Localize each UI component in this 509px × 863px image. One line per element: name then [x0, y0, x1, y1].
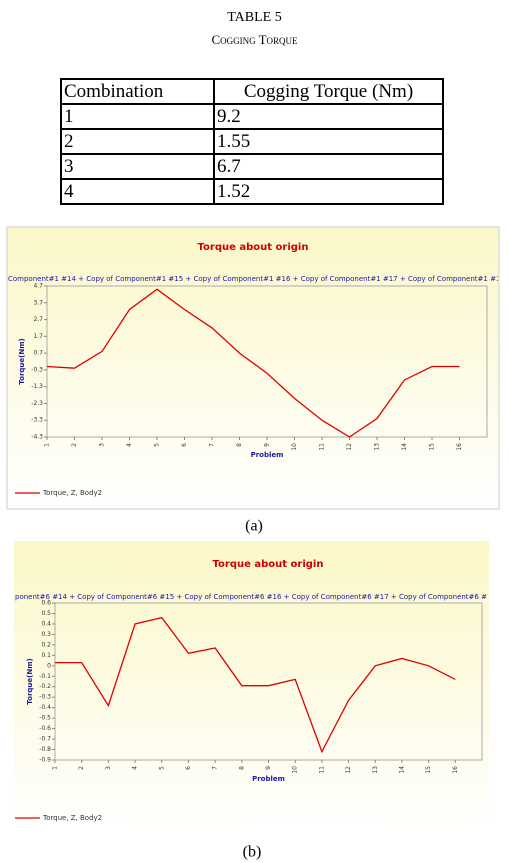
cell: 1.52 [213, 178, 444, 205]
table-row: 4 1.52 [60, 178, 444, 205]
x-tick-label: 12 [345, 766, 352, 774]
y-axis-label: Torque(Nm) [26, 658, 34, 704]
line-series [46, 288, 460, 438]
x-tick-label: 15 [425, 766, 432, 774]
x-tick-label: 12 [346, 443, 353, 451]
x-tick-label: 8 [238, 766, 245, 770]
table-header: Combination Cogging Torque (Nm) [60, 78, 444, 105]
header-cell: Cogging Torque (Nm) [213, 78, 444, 105]
y-tick-label: -4.3 [31, 434, 43, 441]
x-tick-label: 8 [236, 443, 243, 447]
x-tick-label: 6 [185, 766, 192, 770]
y-tick-label: -0.2 [39, 683, 51, 690]
chart-panel [14, 541, 489, 834]
chart-title: Torque about origin [213, 559, 324, 570]
x-tick-label: 14 [401, 443, 408, 451]
x-tick-label: 9 [264, 443, 271, 447]
x-tick-label: 1 [52, 766, 59, 770]
table-row: 3 6.7 [60, 153, 444, 180]
subtitle-group: Component#1 #14 + Copy of Component#1 #1… [8, 275, 509, 283]
x-tick-label: 16 [456, 443, 463, 451]
caption: (b) [243, 844, 262, 861]
y-axis-label: Torque(Nm) [18, 338, 26, 384]
y-tick-label: 0.2 [41, 641, 51, 648]
y-tick-label: -2.3 [31, 400, 43, 407]
x-tick-label: 9 [265, 766, 272, 770]
table: Combination Cogging Torque (Nm) 1 9.2 2 1.5… [60, 78, 444, 205]
chart-panel [6, 226, 500, 510]
y-tick-label: -0.4 [39, 704, 51, 711]
x-tick-label: 10 [292, 766, 299, 774]
y-tick-label: 0.6 [41, 600, 51, 607]
cell: 1 [60, 103, 215, 130]
x-axis-label: Problem [251, 451, 284, 459]
header-cell: Combination [60, 78, 215, 105]
chart-title: Torque about origin [198, 242, 309, 253]
chart-subtitle: ponent#6 #14 + Copy of Component#6 #15 +… [15, 593, 509, 601]
cell: 1.55 [213, 128, 444, 155]
x-tick-label: 3 [99, 443, 106, 447]
x-tick-label: 14 [398, 766, 405, 774]
x-tick-label: 11 [318, 766, 325, 774]
cell: 2 [60, 128, 215, 155]
subtitle-group: ponent#6 #14 + Copy of Component#6 #15 +… [15, 593, 509, 601]
x-tick-label: 4 [126, 443, 133, 447]
table-title: TABLE 5 [227, 10, 282, 25]
y-tick-label: 0.7 [33, 350, 43, 357]
table-subtitle: Cogging Torque [211, 32, 298, 47]
y-tick-label: -1.3 [31, 383, 43, 390]
y-tick-label: -0.3 [31, 366, 43, 373]
cell: 6.7 [213, 153, 444, 180]
x-tick-label: 15 [429, 443, 436, 451]
y-tick-label: 0.5 [41, 610, 51, 617]
y-tick-label: 0.1 [41, 652, 51, 659]
x-tick-label: 1 [44, 443, 51, 447]
x-tick-label: 6 [181, 443, 188, 447]
x-tick-label: 13 [374, 443, 381, 451]
cell: 9.2 [213, 103, 444, 130]
caption: (a) [245, 518, 263, 535]
legend-label: Torque, Z, Body2 [42, 489, 102, 497]
y-tick-label: 0.4 [41, 620, 51, 627]
y-tick-label: 3.7 [33, 299, 43, 306]
y-tick-label: -0.8 [39, 746, 51, 753]
y-tick-label: -0.6 [39, 725, 51, 732]
x-tick-label: 16 [452, 766, 459, 774]
x-axis-label: Problem [252, 775, 285, 783]
x-tick-label: 4 [132, 766, 139, 770]
y-tick-label: 0.3 [41, 631, 51, 638]
table-row: 2 1.55 [60, 128, 444, 155]
cell: 4 [60, 178, 215, 205]
y-tick-label: 0 [47, 662, 51, 669]
y-tick-label: -0.7 [39, 736, 51, 743]
y-tick-label: -0.5 [39, 715, 51, 722]
y-tick-label: 2.7 [33, 316, 43, 323]
legend-label: Torque, Z, Body2 [42, 814, 102, 822]
line-series [55, 616, 456, 754]
x-tick-label: 11 [319, 443, 326, 451]
x-tick-label: 2 [71, 443, 78, 447]
y-tick-label: -0.1 [39, 673, 51, 680]
x-tick-label: 7 [209, 443, 216, 447]
x-tick-label: 10 [291, 443, 298, 451]
y-tick-label: 4.7 [33, 283, 43, 290]
y-tick-label: -3.3 [31, 417, 43, 424]
x-tick-label: 3 [105, 766, 112, 770]
table-row: 1 9.2 [60, 103, 444, 130]
cell: 3 [60, 153, 215, 180]
y-tick-label: 1.7 [33, 333, 43, 340]
x-tick-label: 13 [372, 766, 379, 774]
x-tick-label: 5 [158, 766, 165, 770]
y-tick-label: -0.9 [39, 757, 51, 764]
x-tick-label: 7 [212, 766, 219, 770]
x-tick-label: 2 [78, 766, 85, 770]
y-tick-label: -0.3 [39, 694, 51, 701]
chart-subtitle: Component#1 #14 + Copy of Component#1 #1… [8, 275, 509, 283]
x-tick-label: 5 [154, 443, 161, 447]
